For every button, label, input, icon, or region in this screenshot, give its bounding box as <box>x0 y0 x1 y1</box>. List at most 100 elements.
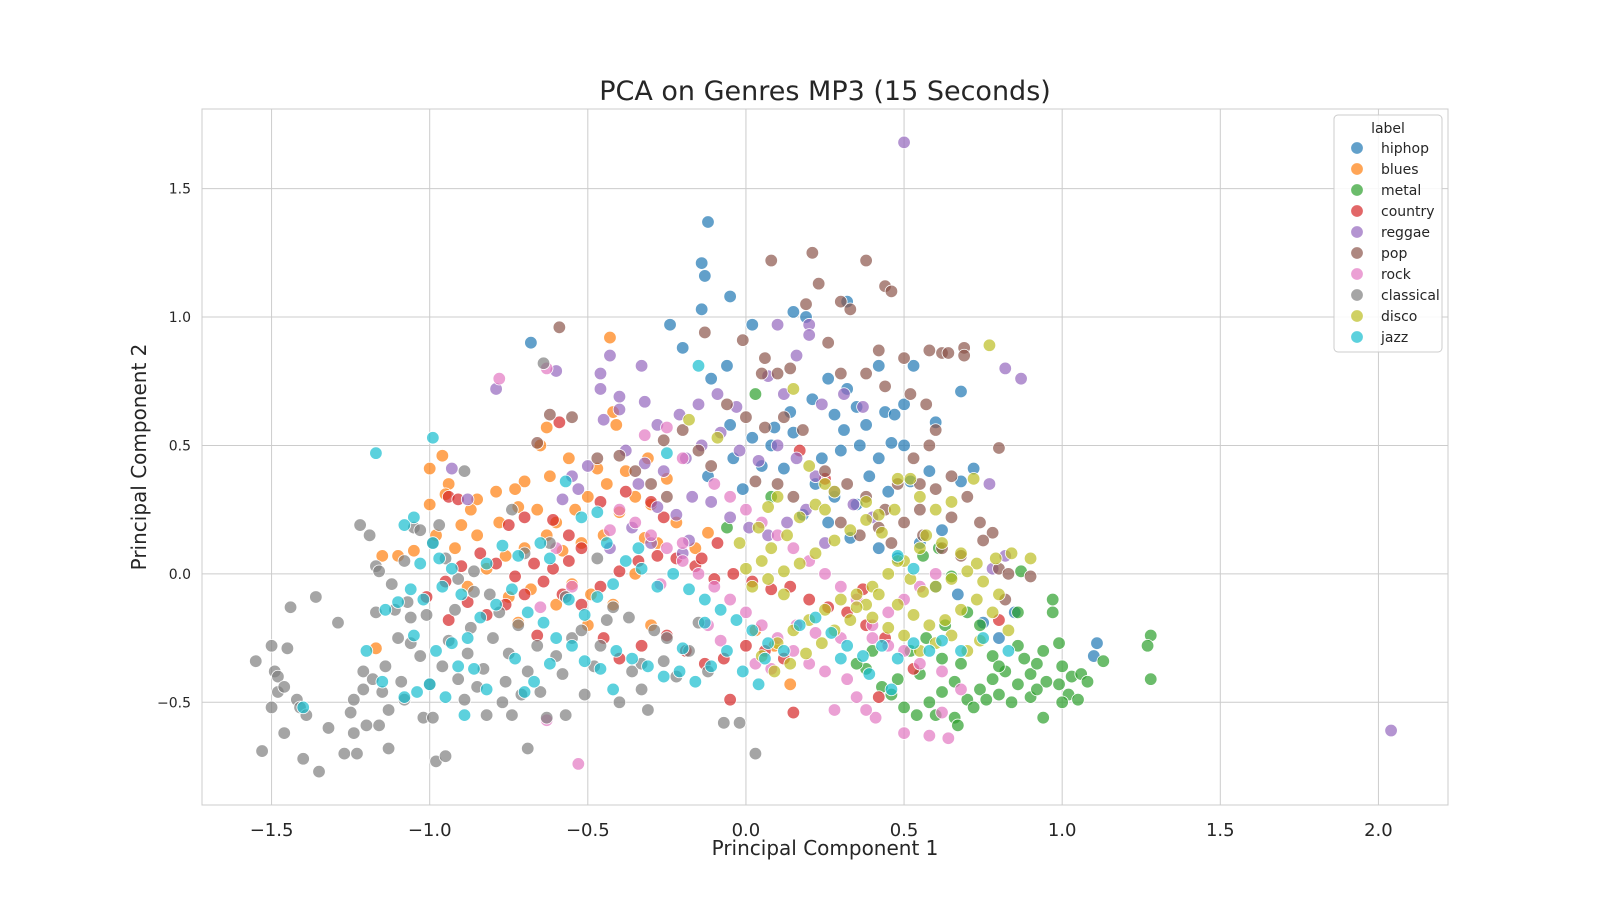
data-point-pop <box>843 302 857 317</box>
data-point-jazz <box>407 628 421 643</box>
data-point-jazz <box>704 659 718 674</box>
data-point-reggae <box>657 464 671 478</box>
data-point-reggae <box>723 510 737 525</box>
data-point-classical <box>479 708 494 722</box>
data-point-classical <box>277 726 291 740</box>
data-point-classical <box>359 718 374 733</box>
data-point-jazz <box>672 664 687 679</box>
data-point-hiphop <box>745 318 759 332</box>
data-point-classical <box>350 746 364 761</box>
data-point-reggae <box>581 459 595 473</box>
data-point-jazz <box>606 682 620 697</box>
data-point-metal <box>1023 667 1038 681</box>
data-point-classical <box>372 564 386 578</box>
data-point-reggae <box>571 482 586 496</box>
data-point-classical <box>381 703 396 717</box>
data-point-jazz <box>600 536 614 550</box>
data-point-disco <box>989 551 1003 566</box>
data-point-pop <box>675 423 690 437</box>
data-point-disco <box>913 541 927 555</box>
data-point-jazz <box>495 538 510 553</box>
data-point-classical <box>331 615 345 630</box>
data-point-pop <box>783 361 797 376</box>
data-point-rock <box>565 579 579 594</box>
data-point-reggae <box>612 402 627 417</box>
data-point-disco <box>865 610 880 625</box>
legend-marker-rock <box>1350 267 1364 281</box>
data-point-jazz <box>840 639 854 653</box>
data-point-rock <box>533 600 548 614</box>
data-point-hiphop <box>853 438 867 453</box>
data-point-disco <box>960 564 975 578</box>
data-point-country <box>739 639 753 653</box>
data-point-reggae <box>802 328 816 342</box>
data-point-pop <box>992 441 1006 455</box>
data-point-jazz <box>533 536 548 550</box>
data-point-jazz <box>650 579 665 594</box>
data-point-disco <box>827 533 842 548</box>
data-point-classical <box>419 608 434 622</box>
data-point-disco <box>818 477 832 491</box>
data-point-classical <box>732 716 747 730</box>
data-point-pop <box>960 490 975 504</box>
data-point-metal <box>1140 639 1155 653</box>
data-point-jazz <box>565 639 579 653</box>
data-point-disco <box>944 572 959 586</box>
data-point-pop <box>859 253 873 268</box>
data-point-jazz <box>435 579 450 594</box>
data-point-reggae <box>650 500 665 514</box>
data-point-disco <box>928 579 943 594</box>
data-point-pop <box>764 253 778 268</box>
data-point-disco <box>739 562 753 576</box>
data-point-rock <box>935 664 949 679</box>
data-point-jazz <box>527 675 541 689</box>
data-point-metal <box>1052 677 1066 691</box>
data-point-disco <box>891 597 905 612</box>
data-point-classical <box>660 631 674 645</box>
data-point-disco <box>770 490 785 504</box>
points-layer <box>249 135 1398 779</box>
data-point-hiphop <box>694 302 709 317</box>
data-point-classical <box>438 749 453 763</box>
data-point-metal <box>951 718 965 733</box>
data-point-disco <box>954 546 968 561</box>
data-point-classical <box>647 623 661 638</box>
data-point-reggae <box>596 413 611 427</box>
data-point-reggae <box>445 461 459 476</box>
data-point-classical <box>432 518 446 532</box>
data-point-jazz <box>657 669 671 684</box>
data-point-classical <box>533 685 548 699</box>
data-point-pop <box>944 510 959 525</box>
data-point-classical <box>495 695 510 709</box>
data-point-pop <box>770 477 785 491</box>
data-point-jazz <box>884 682 899 697</box>
data-point-classical <box>296 752 310 766</box>
data-point-jazz <box>426 536 440 550</box>
data-point-classical <box>343 705 358 720</box>
data-point-pop <box>897 351 911 365</box>
data-point-classical <box>426 710 440 725</box>
data-point-blues <box>489 484 503 499</box>
data-point-jazz <box>593 662 608 676</box>
data-point-pop <box>973 515 987 530</box>
data-point-disco <box>786 382 801 396</box>
data-point-jazz <box>574 510 589 525</box>
data-point-rock <box>723 490 737 504</box>
data-point-rock <box>808 626 823 640</box>
data-point-disco <box>938 613 952 627</box>
data-point-jazz <box>793 618 807 632</box>
data-point-reggae <box>1014 371 1028 386</box>
data-point-classical <box>486 631 500 645</box>
data-point-disco <box>818 502 832 517</box>
data-point-jazz <box>536 615 551 630</box>
data-point-pop <box>941 346 956 360</box>
data-point-metal <box>1030 682 1044 697</box>
data-point-rock <box>922 728 937 743</box>
data-point-jazz <box>713 603 728 617</box>
data-point-country <box>726 567 740 581</box>
data-point-reggae <box>593 366 608 381</box>
data-point-jazz <box>359 644 374 658</box>
data-point-country <box>517 587 532 602</box>
data-point-pop <box>748 474 763 489</box>
data-point-classical <box>634 682 649 697</box>
